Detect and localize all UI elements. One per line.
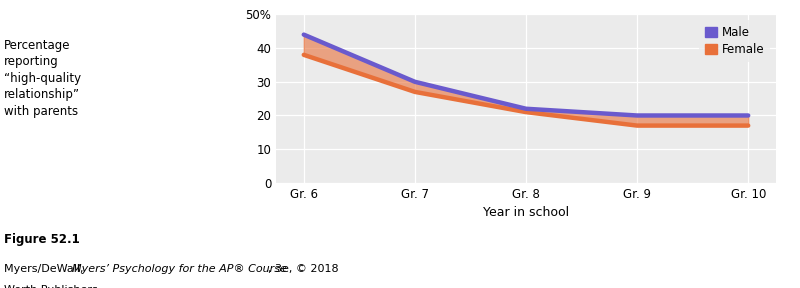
Text: Myers/DeWall,: Myers/DeWall,	[4, 264, 87, 274]
Text: , 3e, © 2018: , 3e, © 2018	[268, 264, 338, 274]
Legend: Male, Female: Male, Female	[699, 20, 770, 62]
Text: Figure 52.1: Figure 52.1	[4, 233, 80, 246]
Text: Myers’ Psychology for the AP® Course: Myers’ Psychology for the AP® Course	[72, 264, 287, 274]
Text: Worth Publishers: Worth Publishers	[4, 285, 98, 288]
Text: Percentage
reporting
“high-quality
relationship”
with parents: Percentage reporting “high-quality relat…	[4, 39, 81, 118]
X-axis label: Year in school: Year in school	[483, 206, 569, 219]
